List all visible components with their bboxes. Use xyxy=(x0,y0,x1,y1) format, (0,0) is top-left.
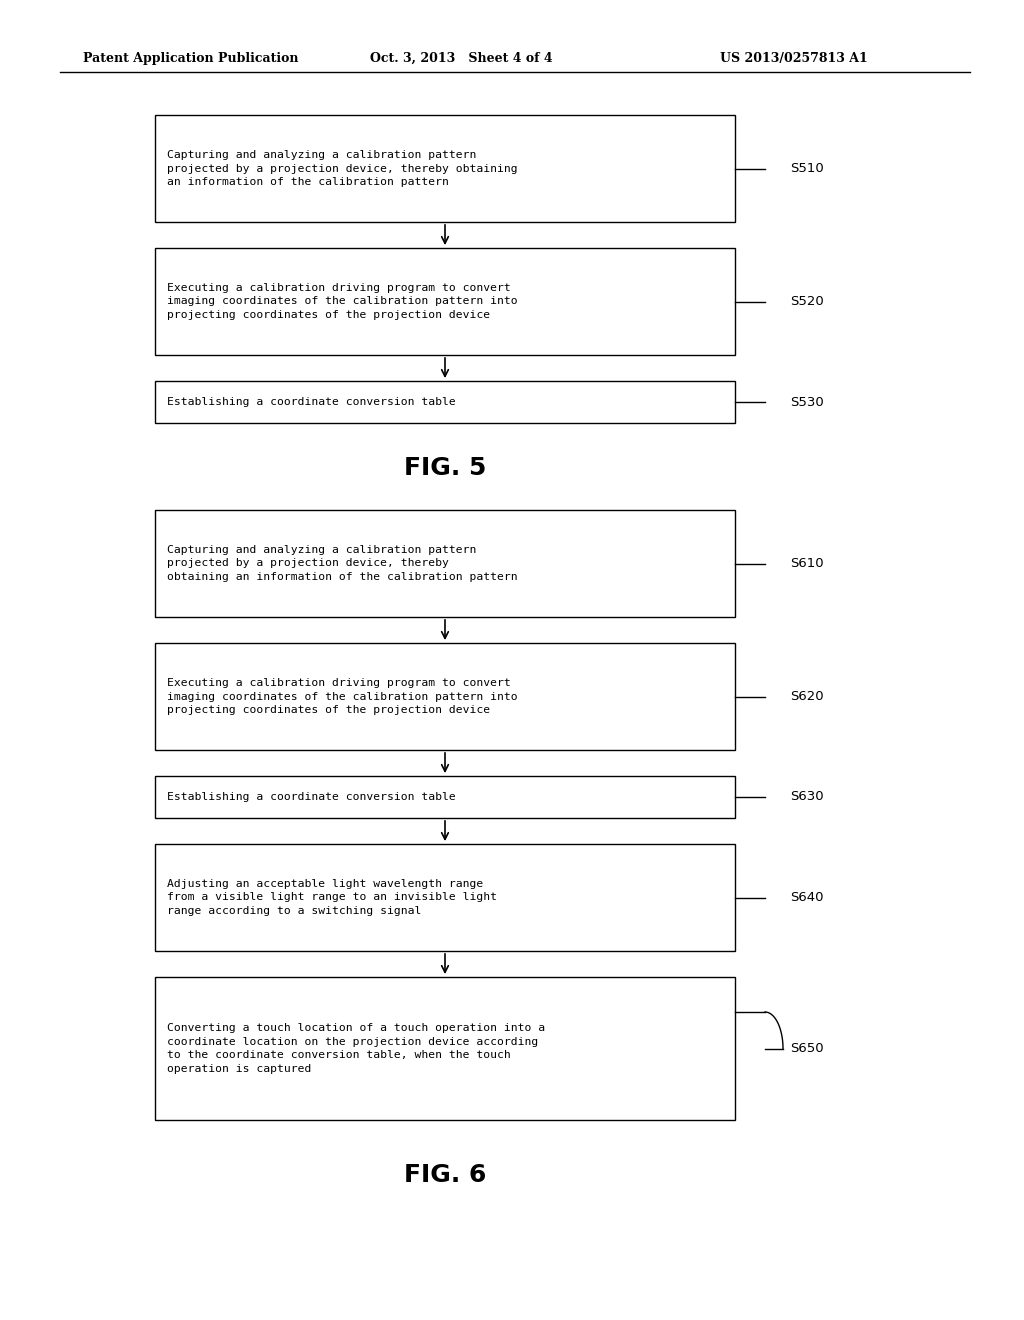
FancyBboxPatch shape xyxy=(155,643,735,750)
Text: Capturing and analyzing a calibration pattern
projected by a projection device, : Capturing and analyzing a calibration pa… xyxy=(167,150,517,187)
Text: Oct. 3, 2013   Sheet 4 of 4: Oct. 3, 2013 Sheet 4 of 4 xyxy=(370,51,553,65)
FancyBboxPatch shape xyxy=(155,381,735,422)
FancyBboxPatch shape xyxy=(155,977,735,1119)
Text: FIG. 6: FIG. 6 xyxy=(403,1163,486,1187)
Text: Executing a calibration driving program to convert
imaging coordinates of the ca: Executing a calibration driving program … xyxy=(167,282,517,321)
Text: Executing a calibration driving program to convert
imaging coordinates of the ca: Executing a calibration driving program … xyxy=(167,678,517,715)
Text: Capturing and analyzing a calibration pattern
projected by a projection device, : Capturing and analyzing a calibration pa… xyxy=(167,545,517,582)
Text: S510: S510 xyxy=(790,162,823,176)
Text: S620: S620 xyxy=(790,690,823,704)
FancyBboxPatch shape xyxy=(155,115,735,222)
FancyBboxPatch shape xyxy=(155,248,735,355)
Text: S650: S650 xyxy=(790,1041,823,1055)
Text: Patent Application Publication: Patent Application Publication xyxy=(83,51,299,65)
Text: FIG. 5: FIG. 5 xyxy=(403,455,486,480)
Text: Converting a touch location of a touch operation into a
coordinate location on t: Converting a touch location of a touch o… xyxy=(167,1023,545,1074)
FancyBboxPatch shape xyxy=(155,510,735,616)
FancyBboxPatch shape xyxy=(155,843,735,950)
Text: S530: S530 xyxy=(790,396,823,408)
Text: S520: S520 xyxy=(790,294,823,308)
Text: S610: S610 xyxy=(790,557,823,570)
Text: S630: S630 xyxy=(790,791,823,804)
Text: Establishing a coordinate conversion table: Establishing a coordinate conversion tab… xyxy=(167,792,456,803)
Text: Establishing a coordinate conversion table: Establishing a coordinate conversion tab… xyxy=(167,397,456,407)
FancyBboxPatch shape xyxy=(155,776,735,818)
Text: US 2013/0257813 A1: US 2013/0257813 A1 xyxy=(720,51,867,65)
Text: S640: S640 xyxy=(790,891,823,904)
Text: Adjusting an acceptable light wavelength range
from a visible light range to an : Adjusting an acceptable light wavelength… xyxy=(167,879,497,916)
